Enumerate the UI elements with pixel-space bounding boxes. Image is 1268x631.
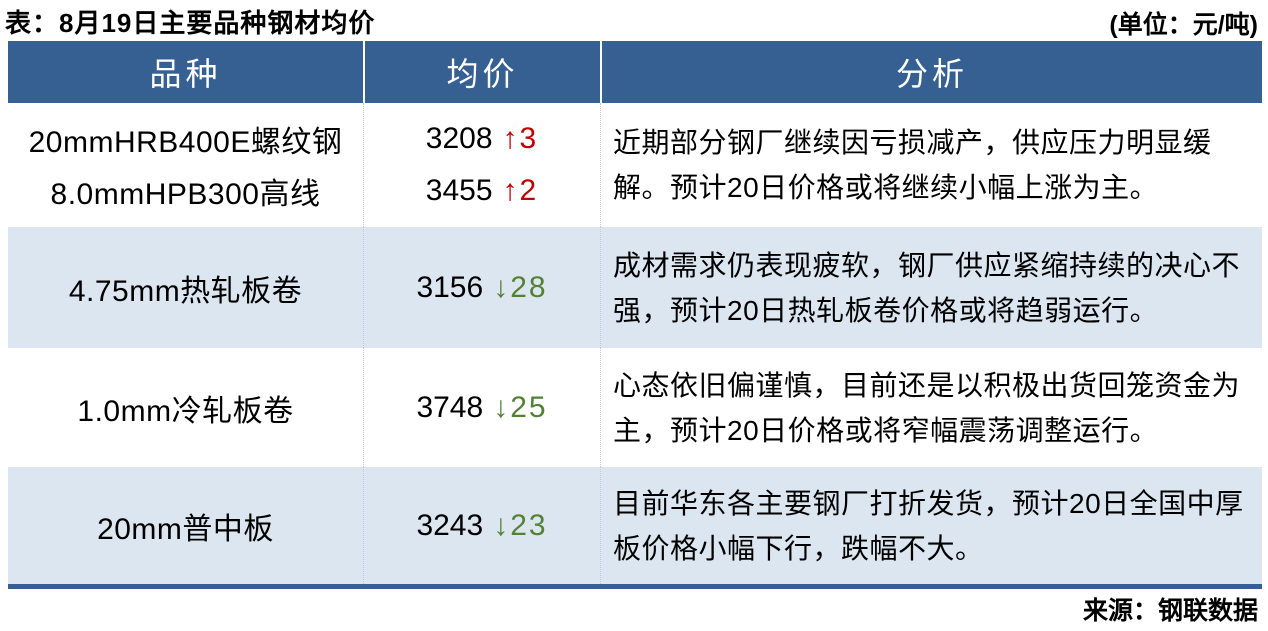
analysis-text: 近期部分钢厂继续因亏损减产，供应压力明显缓解。预计20日价格或将继续小幅上涨为主… [613, 127, 1212, 203]
variety-cell: 20mm普中板 [8, 467, 363, 584]
analysis-text: 心态依旧偏谨慎，目前还是以积极出货回笼资金为主，预计20日价格或将窄幅震荡调整运… [613, 369, 1241, 446]
analysis-cell: 成材需求仍表现疲软，钢厂供应紧缩持续的决心不强，预计20日热轧板卷价格或将趋弱运… [600, 227, 1262, 348]
price-value: 3455 [425, 174, 493, 207]
header-analysis: 分析 [600, 41, 1262, 103]
price-up-arrow-change: ↑3 [502, 122, 539, 155]
price-value: 3208 [425, 122, 493, 155]
variety-cell: 1.0mm冷轧板卷 [8, 348, 363, 467]
price-down-arrow-change: ↓23 [493, 508, 548, 542]
avg-price-cell: 3208 ↑3 3455 ↑2 [363, 103, 600, 227]
header-variety: 品种 [149, 55, 222, 93]
product-name: 20mmHRB400E螺纹钢 [28, 126, 343, 159]
price-line: 3156 ↓28 [416, 271, 547, 305]
avg-price-cell: 3748 ↓25 [363, 348, 600, 467]
price-table: 品种 均价 分析 20mmHRB400E螺纹钢 8.0mmHPB300高线 3208… [8, 41, 1262, 589]
product-name: 1.0mm冷轧板卷 [77, 394, 294, 428]
table-bottom-border [8, 584, 1262, 589]
table-row: 4.75mm热轧板卷 3156 ↓28 成材需求仍表现疲软，钢厂供应紧缩持续的决心不强… [8, 227, 1262, 348]
product-name: 4.75mm热轧板卷 [68, 274, 303, 308]
price-line: 3208 ↑3 [426, 122, 538, 156]
price-line: 3748 ↓25 [416, 391, 547, 425]
analysis-cell: 心态依旧偏谨慎，目前还是以积极出货回笼资金为主，预计20日价格或将窄幅震荡调整运… [600, 348, 1262, 467]
source-label: 来源：钢联数据 [1082, 597, 1258, 625]
price-down-arrow-change: ↓25 [493, 390, 548, 424]
page-title: 表：8月19日主要品种钢材均价 [5, 8, 376, 38]
header-avg-price: 均价 [363, 41, 600, 103]
table-row: 20mm普中板 3243 ↓23 目前华东各主要钢厂打折发货，预计20日全国中厚板价格… [8, 467, 1262, 584]
price-value: 3156 [416, 270, 484, 304]
analysis-cell: 目前华东各主要钢厂打折发货，预计20日全国中厚板价格小幅下行，跌幅不大。 [600, 467, 1262, 584]
analysis-cell: 近期部分钢厂继续因亏损减产，供应压力明显缓解。预计20日价格或将继续小幅上涨为主… [600, 103, 1262, 227]
price-line: 3243 ↓23 [416, 509, 547, 543]
analysis-text: 目前华东各主要钢厂打折发货，预计20日全国中厚板价格小幅下行，跌幅不大。 [613, 487, 1244, 564]
avg-price-cell: 3243 ↓23 [363, 467, 600, 584]
price-down-arrow-change: ↓28 [493, 270, 548, 304]
product-name: 20mm普中板 [97, 512, 274, 546]
price-value: 3243 [416, 508, 484, 542]
unit-note: (单位：元/吨) [1109, 11, 1258, 39]
price-line: 3455 ↑2 [426, 174, 538, 208]
table-row: 1.0mm冷轧板卷 3748 ↓25 心态依旧偏谨慎，目前还是以积极出货回笼资金为主，… [8, 348, 1262, 467]
table-header-row: 品种 均价 分析 [8, 41, 1262, 103]
analysis-text: 成材需求仍表现疲软，钢厂供应紧缩持续的决心不强，预计20日热轧板卷价格或将趋弱运… [613, 249, 1241, 326]
variety-cell: 20mmHRB400E螺纹钢 8.0mmHPB300高线 [8, 103, 363, 227]
avg-price-cell: 3156 ↓28 [363, 227, 600, 348]
variety-cell: 4.75mm热轧板卷 [8, 227, 363, 348]
price-value: 3748 [416, 390, 484, 424]
table-row: 20mmHRB400E螺纹钢 8.0mmHPB300高线 3208 ↑3 3455 ↑2 近… [8, 103, 1262, 227]
product-name: 8.0mmHPB300高线 [50, 178, 321, 211]
table-body: 20mmHRB400E螺纹钢 8.0mmHPB300高线 3208 ↑3 3455 ↑2 近… [8, 103, 1262, 584]
price-up-arrow-change: ↑2 [502, 174, 539, 207]
